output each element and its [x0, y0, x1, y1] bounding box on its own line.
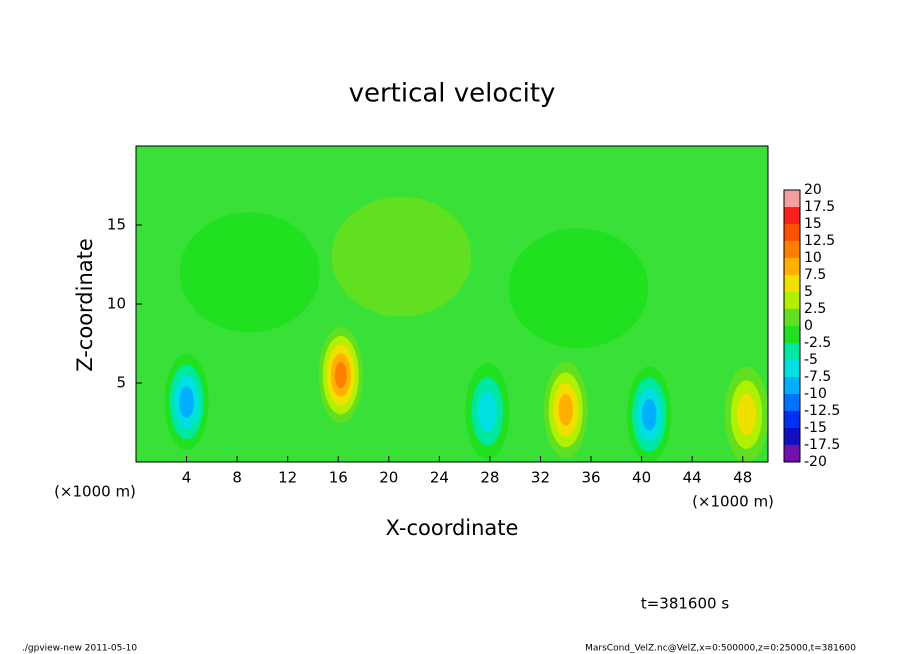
- colorbar-label: 0: [804, 318, 813, 334]
- colorbar-label: 17.5: [804, 199, 835, 215]
- y-axis-label: Z-coordinate: [73, 238, 97, 372]
- x-unit-right: (×1000 m): [692, 493, 774, 511]
- colorbar-swatch: [784, 343, 800, 360]
- x-tick-label: 24: [430, 469, 449, 487]
- x-tick-label: 8: [232, 469, 242, 487]
- colorbar-label: -20: [804, 454, 827, 470]
- footer-left: ./gpview-new 2011-05-10: [22, 644, 137, 654]
- colorbar-swatch: [784, 190, 800, 207]
- colorbar-swatch: [784, 377, 800, 394]
- field-cell: [164, 353, 209, 450]
- colorbar-label: 7.5: [804, 267, 826, 283]
- contour-band: [477, 390, 497, 433]
- colorbar-swatch: [784, 275, 800, 292]
- x-unit-left: (×1000 m): [54, 483, 136, 501]
- contour-band: [641, 398, 657, 431]
- y-tick-label: 5: [116, 374, 126, 392]
- x-tick-label: 36: [581, 469, 600, 487]
- colorbar-swatch: [784, 360, 800, 377]
- time-label: t=381600 s: [641, 595, 729, 613]
- contour-band: [334, 362, 347, 389]
- colorbar-swatch: [784, 428, 800, 445]
- colorbar-swatch: [784, 241, 800, 258]
- x-tick-label: 12: [278, 469, 297, 487]
- colorbar-label: -12.5: [804, 403, 840, 419]
- colorbar-label: 20: [804, 182, 822, 198]
- x-tick-label: 4: [182, 469, 192, 487]
- colorbar-swatch: [784, 207, 800, 224]
- colorbar-label: 2.5: [804, 301, 826, 317]
- field-cell: [724, 366, 768, 462]
- x-axis-label: X-coordinate: [386, 516, 519, 540]
- chart-title: vertical velocity: [349, 79, 556, 109]
- contour-band: [179, 212, 320, 333]
- contour-band: [737, 394, 756, 436]
- field-cell: [508, 228, 649, 349]
- field-cell: [179, 212, 320, 333]
- footer-right: MarsCond_VelZ.nc@VelZ,x=0:500000,z=0:250…: [585, 644, 856, 654]
- x-tick-label: 40: [632, 469, 651, 487]
- colorbar-frame: [783, 189, 801, 463]
- colorbar-label: -17.5: [804, 437, 840, 453]
- field-cell: [331, 196, 472, 317]
- field-cell: [465, 363, 510, 460]
- colorbar-label: -2.5: [804, 335, 831, 351]
- x-tick-label: 28: [480, 469, 499, 487]
- colorbar-swatch: [784, 309, 800, 326]
- x-tick-label: 48: [733, 469, 752, 487]
- field-cell: [543, 361, 588, 458]
- colorbar-swatch: [784, 258, 800, 275]
- field: [164, 196, 768, 462]
- colorbar-swatch: [784, 326, 800, 343]
- colorbar-label: 5: [804, 284, 813, 300]
- colorbar-swatch: [784, 394, 800, 411]
- colorbar-swatch: [784, 411, 800, 428]
- colorbar-label: -5: [804, 352, 818, 368]
- contour-band: [558, 393, 574, 426]
- colorbar-swatch: [784, 292, 800, 309]
- x-tick-label: 44: [683, 469, 702, 487]
- colorbar-label: 15: [804, 216, 822, 232]
- colorbar-swatch: [784, 445, 800, 462]
- contour-band: [179, 385, 194, 418]
- x-tick-label: 16: [329, 469, 348, 487]
- field-cell: [318, 327, 363, 424]
- colorbar-swatch: [784, 224, 800, 241]
- y-tick-label: 15: [107, 216, 126, 234]
- colorbar-label: 12.5: [804, 233, 835, 249]
- contour-band: [508, 228, 649, 349]
- colorbar-label: -10: [804, 386, 827, 402]
- colorbar-label: 10: [804, 250, 822, 266]
- contour-band: [331, 196, 472, 317]
- x-tick-label: 32: [531, 469, 550, 487]
- x-tick-label: 20: [379, 469, 398, 487]
- colorbar-label: -15: [804, 420, 827, 436]
- colorbar-label: -7.5: [804, 369, 831, 385]
- field-cell: [627, 366, 672, 462]
- y-tick-label: 10: [107, 295, 126, 313]
